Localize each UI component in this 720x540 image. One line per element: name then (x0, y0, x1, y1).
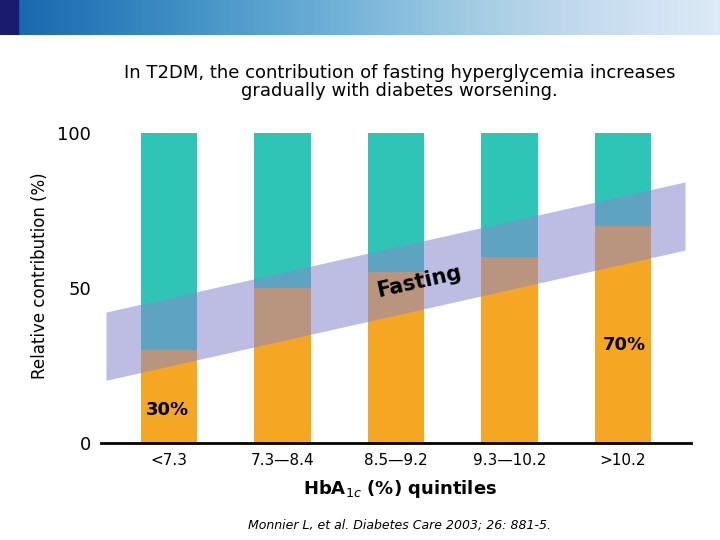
Bar (368, 133, 424, 272)
Bar (595, 133, 652, 226)
Bar (140, 133, 197, 350)
Text: 70%: 70% (603, 336, 646, 354)
Text: gradually with diabetes worsening.: gradually with diabetes worsening. (241, 82, 558, 100)
Bar (254, 133, 311, 288)
Polygon shape (107, 183, 685, 381)
Y-axis label: Relative contribution (%): Relative contribution (%) (31, 172, 49, 379)
Bar (481, 133, 538, 257)
Bar (254, 288, 311, 443)
Text: HbA$_{1c}$ (%) quintiles: HbA$_{1c}$ (%) quintiles (302, 478, 497, 500)
Text: 30%: 30% (146, 401, 189, 419)
Text: Monnier L, et al. Diabetes Care 2003; 26: 881-5.: Monnier L, et al. Diabetes Care 2003; 26… (248, 518, 551, 531)
Bar (0, 0, 18, 35)
Text: In T2DM, the contribution of fasting hyperglycemia increases: In T2DM, the contribution of fasting hyp… (124, 64, 675, 82)
Bar (481, 257, 538, 443)
Text: Fasting: Fasting (374, 262, 463, 301)
Bar (368, 272, 424, 443)
Bar (595, 226, 652, 443)
Bar (140, 350, 197, 443)
